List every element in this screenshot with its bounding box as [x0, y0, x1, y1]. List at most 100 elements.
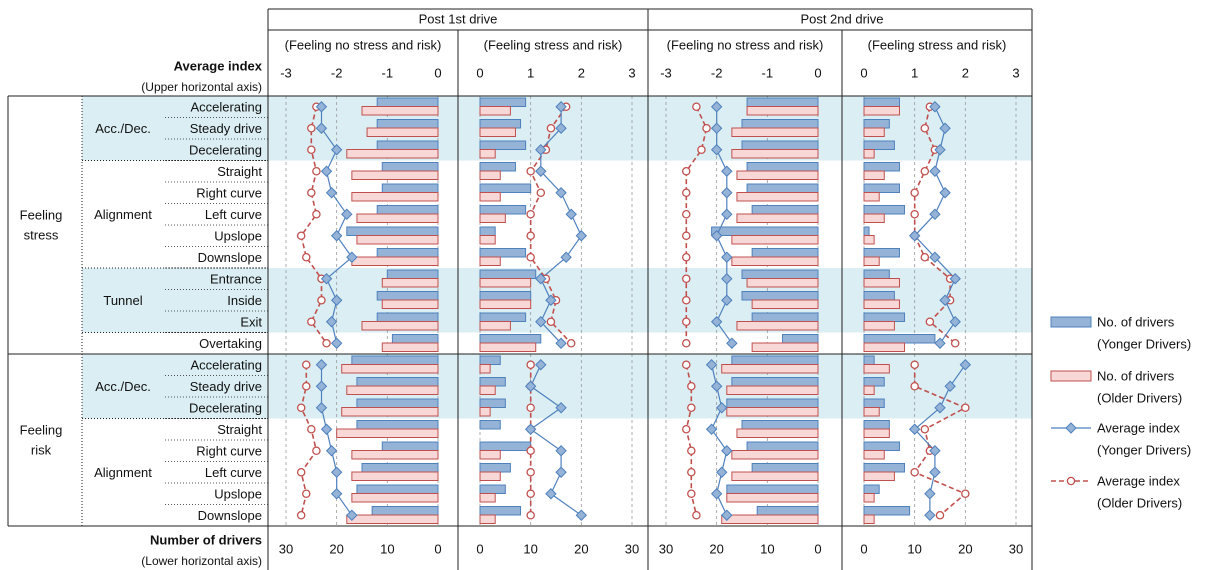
- bar-older-0-15: [336, 428, 439, 438]
- bar-younger-3-5: [863, 205, 906, 215]
- bar-older-1-9: [479, 299, 532, 309]
- marker-older-3-15: [920, 424, 930, 434]
- marker-younger-1-18: [545, 488, 557, 500]
- bar-older-2-18: [726, 493, 819, 503]
- upper-tick-2-3: 0: [814, 66, 821, 81]
- bar-younger-1-10: [479, 312, 527, 322]
- bar-younger-1-8: [479, 269, 537, 279]
- upper-tick-1-1: 1: [527, 66, 534, 81]
- bar-older-2-12: [721, 364, 819, 374]
- lower-tick-3-1: 10: [907, 542, 921, 557]
- marker-younger-3-4: [939, 187, 951, 199]
- bar-younger-1-19: [479, 506, 522, 516]
- bar-younger-0-17: [361, 463, 439, 473]
- marker-younger-1-10: [535, 316, 547, 328]
- bar-younger-1-0: [479, 97, 527, 107]
- row-label-18: Upslope: [214, 486, 262, 501]
- marker-older-3-19: [935, 510, 945, 520]
- bar-younger-0-14: [356, 398, 439, 408]
- bar-older-2-1: [731, 127, 819, 137]
- marker-younger-2-15: [705, 423, 718, 435]
- marker-younger-1-6: [575, 230, 588, 242]
- bar-younger-3-4: [863, 183, 900, 193]
- bar-younger-0-18: [356, 484, 439, 494]
- bar-older-3-10: [863, 321, 895, 331]
- bar-younger-1-17: [479, 463, 511, 473]
- row-label-19: Downslope: [198, 508, 262, 523]
- group-label-0-b: stress: [24, 228, 59, 243]
- bar-older-2-7: [731, 256, 819, 266]
- bar-younger-3-0: [863, 97, 900, 107]
- marker-younger-2-13: [710, 380, 723, 392]
- row-label-16: Right curve: [196, 443, 262, 458]
- marker-younger-1-14: [555, 402, 567, 414]
- marker-younger-3-10: [949, 316, 961, 328]
- marker-younger-0-0: [315, 101, 328, 113]
- lower-tick-2-3: 0: [814, 542, 821, 557]
- upper-tick-1-3: 3: [628, 66, 635, 81]
- line-older-3-1: [913, 364, 968, 516]
- bar-younger-2-0: [746, 97, 819, 107]
- bar-younger-2-17: [751, 463, 819, 473]
- marker-younger-0-15: [320, 423, 333, 435]
- marker-younger-1-19: [575, 509, 588, 521]
- bar-younger-3-11: [863, 334, 936, 344]
- marker-older-2-7: [682, 252, 691, 262]
- marker-older-1-11: [566, 338, 576, 348]
- legend-text-2-a: Average index: [1097, 421, 1180, 436]
- bar-younger-1-11: [479, 334, 542, 344]
- upper-tick-3-0: 0: [860, 66, 867, 81]
- bar-older-2-3: [736, 170, 819, 180]
- subgroup-label-1-0: Acc./Dec.: [95, 379, 151, 394]
- marker-older-2-3: [682, 166, 691, 176]
- legend-text-2-b: (Yonger Drivers): [1097, 443, 1191, 458]
- bar-younger-2-16: [746, 441, 819, 451]
- marker-younger-2-6: [710, 230, 723, 242]
- row-label-0: Accelerating: [190, 99, 262, 114]
- marker-older-0-13: [302, 381, 311, 391]
- bar-younger-3-9: [863, 291, 895, 301]
- bar-younger-0-7: [376, 248, 439, 258]
- marker-younger-2-5: [721, 208, 733, 220]
- marker-younger-0-3: [320, 165, 333, 177]
- legend-text-1-b: (Older Drivers): [1097, 391, 1182, 406]
- bar-older-1-3: [479, 170, 501, 180]
- bar-older-1-19: [479, 514, 496, 524]
- marker-older-0-15: [307, 424, 316, 434]
- bar-older-3-12: [863, 364, 890, 374]
- bar-younger-3-17: [863, 463, 906, 473]
- bar-younger-0-1: [376, 119, 439, 129]
- bar-younger-0-2: [376, 140, 439, 150]
- lower-axis-subtitle: (Lower horizontal axis): [141, 554, 262, 568]
- lower-tick-2-2: 10: [760, 542, 774, 557]
- bar-older-1-11: [479, 342, 537, 352]
- bar-older-1-12: [479, 364, 491, 374]
- marker-older-0-1: [307, 124, 316, 133]
- bar-older-0-2: [346, 149, 439, 159]
- bar-younger-2-8: [741, 269, 819, 279]
- bar-older-1-10: [479, 321, 511, 331]
- marker-younger-1-11: [555, 337, 567, 349]
- bar-older-3-15: [863, 428, 890, 438]
- marker-younger-1-7: [560, 251, 572, 263]
- marker-younger-0-6: [330, 230, 343, 242]
- bar-older-3-5: [863, 213, 885, 223]
- bar-older-0-13: [346, 385, 439, 395]
- bar-younger-2-5: [751, 205, 819, 215]
- bar-older-2-13: [726, 385, 819, 395]
- marker-younger-2-17: [716, 466, 728, 478]
- marker-younger-3-19: [924, 509, 936, 521]
- lower-tick-1-1: 10: [523, 542, 537, 557]
- bar-younger-0-12: [351, 355, 439, 365]
- upper-axis-title: Average index: [174, 59, 263, 74]
- marker-older-0-12: [302, 360, 311, 369]
- marker-older-3-7: [920, 252, 930, 262]
- bar-older-1-2: [479, 149, 496, 159]
- marker-younger-0-5: [341, 208, 353, 220]
- marker-older-1-19: [526, 510, 535, 520]
- lower-tick-1-2: 20: [574, 542, 588, 557]
- lower-tick-1-0: 0: [476, 542, 483, 557]
- marker-older-1-4: [536, 188, 546, 197]
- bar-younger-2-19: [756, 506, 819, 516]
